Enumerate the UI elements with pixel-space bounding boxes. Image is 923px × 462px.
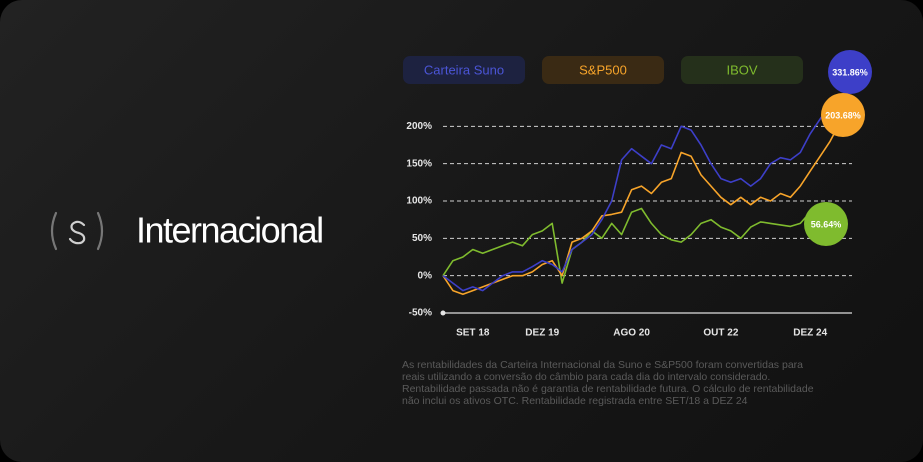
legend-label: IBOV [726,62,757,77]
end-bubble [804,202,848,246]
legend-pill [403,56,525,84]
legend-label: Carteira Suno [424,62,504,77]
y-tick-label: 100% [406,196,432,207]
end-bubble [828,50,872,94]
footnote-line: As rentabilidades da Carteira Internacio… [402,359,803,371]
series-line [442,207,841,284]
legend-item: Carteira Suno [403,56,525,84]
legend-pill [542,56,664,84]
legend-label: S&P500 [579,62,627,77]
end-label: 56.64% [811,219,842,229]
y-tick-label: 200% [406,121,432,132]
end-label: 203.68% [825,110,861,120]
y-tick-label: 150% [406,158,432,169]
x-tick-label: DEZ 24 [793,328,827,339]
y-tick-label: 50% [412,233,432,244]
legend-pill [681,56,803,84]
series-line [442,122,841,296]
x-tick-label: AGO 20 [613,328,650,339]
legend-item: S&P500 [542,56,664,84]
x-tick-label: DEZ 19 [525,328,559,339]
x-tick-label: OUT 22 [703,328,738,339]
legend-item: IBOV [681,56,803,84]
logo [50,211,104,251]
footnote-line: Rentabilidade passada não é garantia de … [402,383,814,395]
baseline-dot [440,310,446,316]
end-label: 331.86% [832,67,868,77]
y-tick-label: 0% [418,270,433,281]
end-bubble [821,93,865,137]
series-line [442,95,841,292]
footnote-line: não inclui os ativos OTC. Rentabilidade … [402,395,748,407]
x-tick-label: SET 18 [456,328,490,339]
title: Internacional [136,210,323,251]
footnote-line: reais utilizando a conversão do câmbio p… [402,371,770,383]
y-tick-label: -50% [409,308,432,319]
